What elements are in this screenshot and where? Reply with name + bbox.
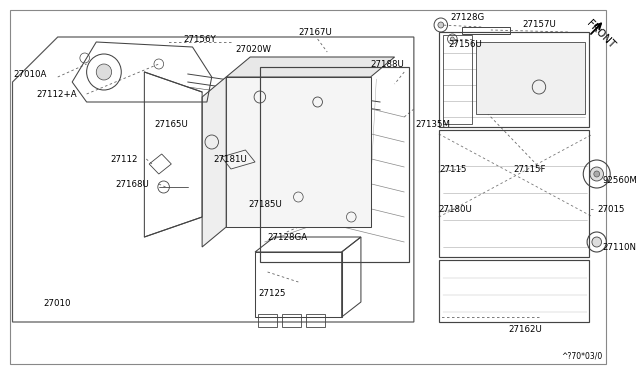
Polygon shape — [476, 42, 585, 114]
Text: 92560M: 92560M — [602, 176, 637, 185]
Text: 27156Y: 27156Y — [183, 35, 216, 44]
Text: 27128G: 27128G — [451, 13, 484, 22]
Text: 27135M: 27135M — [416, 119, 451, 128]
Text: 27185U: 27185U — [248, 199, 282, 208]
Text: 27125: 27125 — [258, 289, 285, 298]
Text: 27181U: 27181U — [214, 154, 248, 164]
Text: 27180U: 27180U — [438, 205, 472, 214]
Text: 27157U: 27157U — [523, 19, 557, 29]
Text: 27188U: 27188U — [371, 60, 404, 68]
Circle shape — [594, 171, 600, 177]
Circle shape — [592, 237, 602, 247]
Text: 27165U: 27165U — [154, 119, 188, 128]
Circle shape — [96, 64, 111, 80]
Circle shape — [590, 167, 604, 181]
Text: 27110N: 27110N — [602, 244, 637, 253]
Text: 27112+A: 27112+A — [36, 90, 77, 99]
Text: 27010A: 27010A — [13, 70, 47, 78]
Text: 27020W: 27020W — [236, 45, 272, 54]
Text: FRONT: FRONT — [584, 18, 616, 50]
Text: 27115: 27115 — [440, 164, 467, 173]
Text: 27112: 27112 — [111, 154, 138, 164]
Circle shape — [451, 37, 454, 41]
Text: ^?70*03/0: ^?70*03/0 — [561, 352, 602, 360]
Text: 27115F: 27115F — [513, 164, 545, 173]
Text: 27167U: 27167U — [298, 28, 332, 36]
Text: 27162U: 27162U — [508, 326, 542, 334]
Text: 27156U: 27156U — [449, 39, 483, 48]
Polygon shape — [226, 77, 371, 227]
Text: 27168U: 27168U — [115, 180, 149, 189]
Circle shape — [438, 22, 444, 28]
Polygon shape — [202, 77, 226, 247]
Text: 27128GA: 27128GA — [268, 232, 308, 241]
Polygon shape — [226, 57, 395, 77]
Text: 27010: 27010 — [44, 299, 71, 308]
Text: 27015: 27015 — [598, 205, 625, 214]
